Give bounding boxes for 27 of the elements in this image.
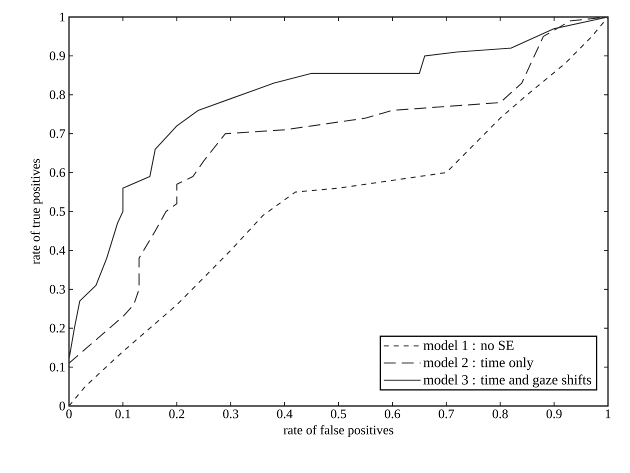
y-tick-label: 0.2	[50, 324, 65, 333]
x-tick-label: 0.9	[546, 410, 562, 418]
legend-label: model 1 : no SE	[423, 340, 514, 350]
x-axis-title: rate of false positives	[284, 425, 394, 438]
x-tick-label: 0.6	[384, 410, 400, 418]
x-tick-label: 1	[606, 410, 610, 418]
y-tick-label: 0.7	[50, 129, 66, 138]
x-tick-label: 0	[66, 410, 72, 418]
legend-label: model 2 : time only	[423, 357, 534, 370]
x-tick-label: 0.7	[438, 410, 454, 418]
y-tick-label: 0.9	[50, 52, 65, 60]
y-tick-label: 0.3	[50, 284, 65, 294]
x-tick-label: 0.4	[277, 410, 292, 418]
x-tick-label: 0.3	[223, 410, 238, 418]
y-tick-label: 0.5	[50, 207, 65, 216]
x-tick-label: 0.2	[169, 410, 184, 418]
y-tick-label: 1	[60, 12, 65, 22]
x-tick-label: 0.8	[492, 410, 508, 418]
y-tick-label: 0.6	[50, 168, 66, 177]
y-axis-title: rate of true positives	[30, 158, 42, 264]
y-tick-label: 0.1	[50, 362, 65, 372]
y-tick-label: 0	[60, 402, 65, 410]
y-tick-label: 0.8	[50, 90, 65, 100]
x-tick-label: 0.5	[330, 410, 346, 418]
y-tick-label: 0.4	[50, 246, 66, 255]
x-tick-label: 0.1	[115, 410, 130, 418]
legend-label: model 3 : time and gaze shifts	[423, 374, 592, 388]
